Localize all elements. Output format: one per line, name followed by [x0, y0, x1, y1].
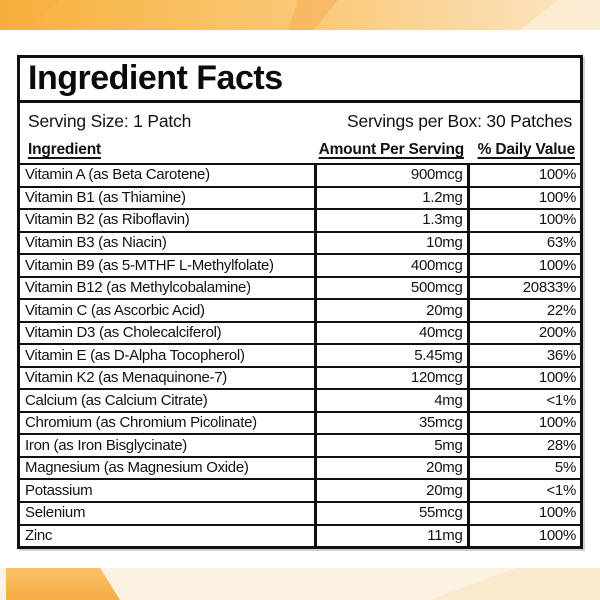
daily-value-cell: <1% [468, 388, 580, 413]
amount-cell: 20mg [313, 455, 470, 481]
ingredient-cell: Chromium (as Chromium Picolinate) [20, 410, 315, 436]
ingredient-cell: Vitamin B9 (as 5-MTHF L-Methylfolate) [20, 253, 315, 278]
ingredient-cell: Calcium (as Calcium Citrate) [20, 388, 315, 413]
table-row: Vitamin B3 (as Niacin) 10mg 63% [20, 230, 580, 256]
daily-value-cell: 100% [468, 208, 580, 233]
table-row: Iron (as Iron Bisglycinate) 5mg 28% [20, 433, 580, 458]
amount-cell: 4mg [313, 388, 470, 413]
amount-cell: 400mcg [313, 253, 470, 278]
ingredient-cell: Vitamin E (as D-Alpha Tocopherol) [20, 343, 315, 368]
amount-cell: 20mg [313, 478, 470, 503]
ingredient-cell: Potassium [20, 478, 315, 503]
servings-per-box-text: Servings per Box: 30 Patches [347, 111, 572, 131]
table-row: Vitamin C (as Ascorbic Acid) 20mg 22% [20, 298, 580, 323]
amount-cell: 35mcg [313, 410, 470, 436]
amount-cell: 20mg [313, 298, 470, 323]
table-row: Vitamin A (as Beta Carotene) 900mcg 100% [20, 163, 580, 188]
table-row: Magnesium (as Magnesium Oxide) 20mg 5% [20, 455, 580, 481]
table-row: Zinc 11mg 100% [20, 523, 580, 546]
table-row: Vitamin B9 (as 5-MTHF L-Methylfolate) 40… [20, 253, 580, 278]
table-row: Calcium (as Calcium Citrate) 4mg <1% [20, 388, 580, 413]
daily-value-cell: 200% [468, 320, 580, 346]
daily-value-cell: 100% [468, 253, 580, 278]
daily-value-cell: <1% [468, 478, 580, 503]
daily-value-cell: 100% [468, 365, 580, 391]
daily-value-cell: 63% [468, 230, 580, 256]
amount-cell: 40mcg [313, 320, 470, 346]
header-amount-per-serving: Amount Per Serving [318, 141, 465, 158]
ingredient-cell: Vitamin K2 (as Menaquinone-7) [20, 365, 315, 391]
header-ingredient: Ingredient [28, 141, 101, 158]
table-row: Vitamin K2 (as Menaquinone-7) 120mcg 100… [20, 365, 580, 391]
panel-title: Ingredient Facts [20, 58, 580, 103]
daily-value-cell: 22% [468, 298, 580, 323]
daily-value-cell: 100% [468, 523, 580, 546]
daily-value-cell: 28% [468, 433, 580, 458]
ingredient-table: Vitamin A (as Beta Carotene) 900mcg 100%… [20, 163, 580, 546]
amount-cell: 1.3mg [313, 208, 470, 233]
table-row: Vitamin B2 (as Riboflavin) 1.3mg 100% [20, 208, 580, 233]
daily-value-cell: 20833% [468, 275, 580, 301]
ingredient-cell: Magnesium (as Magnesium Oxide) [20, 455, 315, 481]
ingredient-cell: Iron (as Iron Bisglycinate) [20, 433, 315, 458]
table-row: Potassium 20mg <1% [20, 478, 580, 503]
amount-cell: 1.2mg [313, 185, 470, 211]
amount-cell: 55mcg [313, 500, 470, 526]
daily-value-cell: 36% [468, 343, 580, 368]
table-row: Vitamin D3 (as Cholecalciferol) 40mcg 20… [20, 320, 580, 346]
table-header-row: Ingredient Amount Per Serving % Daily Va… [20, 137, 580, 163]
header-daily-value: % Daily Value [477, 141, 576, 158]
ingredient-cell: Vitamin D3 (as Cholecalciferol) [20, 320, 315, 346]
daily-value-cell: 100% [468, 185, 580, 211]
top-decoration-band [0, 0, 600, 30]
ingredient-cell: Vitamin B3 (as Niacin) [20, 230, 315, 256]
table-row: Selenium 55mcg 100% [20, 500, 580, 526]
table-row: Vitamin B12 (as Methylcobalamine) 500mcg… [20, 275, 580, 301]
amount-cell: 120mcg [313, 365, 470, 391]
daily-value-cell: 100% [468, 500, 580, 526]
daily-value-cell: 100% [468, 410, 580, 436]
amount-cell: 500mcg [313, 275, 470, 301]
ingredient-cell: Vitamin A (as Beta Carotene) [20, 163, 315, 188]
ingredient-cell: Vitamin B2 (as Riboflavin) [20, 208, 315, 233]
amount-cell: 5mg [313, 433, 470, 458]
table-row: Vitamin B1 (as Thiamine) 1.2mg 100% [20, 185, 580, 211]
ingredient-cell: Selenium [20, 500, 315, 526]
daily-value-cell: 5% [468, 455, 580, 481]
ingredient-cell: Vitamin B12 (as Methylcobalamine) [20, 275, 315, 301]
ingredient-cell: Vitamin B1 (as Thiamine) [20, 185, 315, 211]
ingredient-cell: Vitamin C (as Ascorbic Acid) [20, 298, 315, 323]
ingredient-facts-panel: Ingredient Facts Serving Size: 1 Patch S… [17, 55, 583, 549]
amount-cell: 900mcg [313, 163, 470, 188]
bottom-decoration-band [0, 568, 600, 600]
serving-size-text: Serving Size: 1 Patch [28, 111, 192, 131]
ingredient-table-wrapper: Vitamin A (as Beta Carotene) 900mcg 100%… [20, 163, 580, 546]
table-row: Chromium (as Chromium Picolinate) 35mcg … [20, 410, 580, 436]
table-row: Vitamin E (as D-Alpha Tocopherol) 5.45mg… [20, 343, 580, 368]
serving-info-row: Serving Size: 1 Patch Servings per Box: … [20, 103, 580, 137]
amount-cell: 11mg [313, 523, 470, 546]
ingredient-cell: Zinc [20, 523, 315, 546]
amount-cell: 10mg [313, 230, 470, 256]
amount-cell: 5.45mg [313, 343, 470, 368]
daily-value-cell: 100% [468, 163, 580, 188]
